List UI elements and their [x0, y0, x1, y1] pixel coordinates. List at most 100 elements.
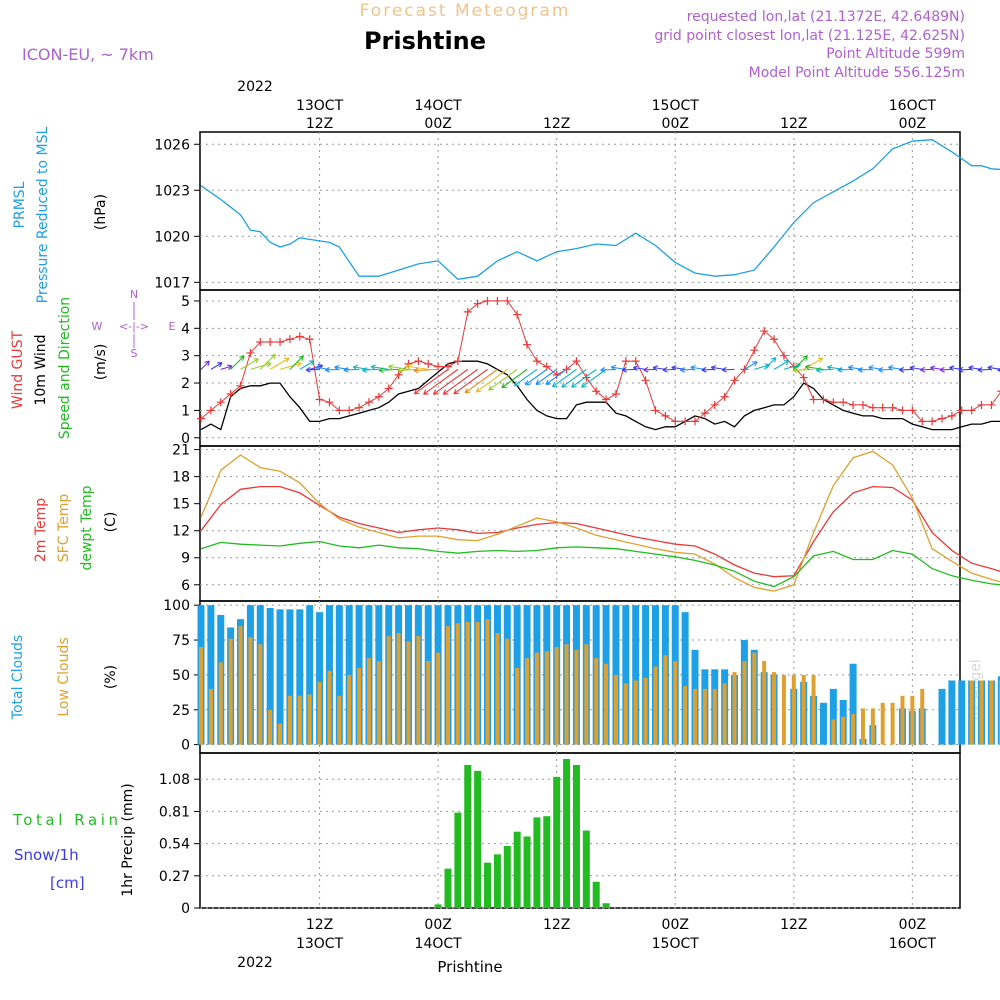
grid-point-coords: grid point closest lon,lat (21.125E, 42.…: [654, 28, 965, 44]
gust-marker: [532, 357, 541, 366]
wind-direction-arrow: [561, 368, 587, 388]
wind-direction-arrow: [524, 368, 548, 386]
bottom-hour-label: 00Z: [662, 917, 689, 933]
low-clouds-bar: [831, 719, 836, 745]
pressure-label-short: PRMSL: [12, 181, 28, 228]
low-clouds-bar: [574, 649, 579, 745]
rain-bar: [543, 816, 551, 908]
wind-direction-arrow: [423, 368, 459, 395]
gust-marker: [997, 390, 1000, 392]
wind-ytick-label: 4: [181, 321, 190, 337]
low-clouds-bar: [485, 619, 490, 745]
low-clouds-bar: [208, 688, 213, 745]
temp-unit: (C): [103, 512, 119, 533]
point-altitude: Point Altitude 599m: [826, 46, 965, 62]
low-clouds-bar: [248, 637, 253, 745]
wind-gust-label: Wind GUST: [10, 330, 26, 409]
temp-series-dewpt-temp: [200, 540, 1000, 588]
wind-direction-arrow: [501, 368, 528, 389]
gust-marker: [572, 357, 581, 366]
gust-marker: [364, 398, 373, 407]
top-hour-label: 00Z: [899, 116, 926, 132]
gust-marker: [463, 307, 472, 316]
wind-panel-labels: Wind GUST 10m Wind Speed and Direction (…: [10, 288, 176, 439]
wind-direction-label: Speed and Direction: [57, 297, 73, 439]
low-clouds-bar: [357, 667, 362, 745]
wind-direction-arrow: [633, 365, 646, 371]
pressure-series-prmsl: [200, 139, 1000, 280]
gust-marker: [868, 403, 877, 412]
gust-marker: [414, 357, 423, 366]
total-clouds-bar: [296, 609, 304, 745]
wind-direction-arrow: [299, 360, 315, 370]
wind-direction-arrow: [899, 366, 913, 373]
rain-bar: [444, 868, 452, 908]
bottom-hour-label: 12Z: [306, 917, 333, 933]
gust-marker: [938, 414, 946, 423]
gust-marker: [226, 390, 235, 398]
wind-direction-arrow: [464, 368, 498, 394]
pressure-label-long: Pressure Reduced to MSL: [35, 126, 51, 303]
gust-marker: [197, 414, 205, 423]
low-clouds-bar: [781, 674, 786, 745]
total-clouds-bar: [335, 605, 343, 745]
wind-direction-arrow: [662, 366, 676, 373]
wind-direction-arrow: [909, 365, 923, 371]
bottom-hour-label: 12Z: [543, 917, 570, 933]
low-clouds-bar: [851, 713, 856, 745]
gust-marker: [888, 403, 897, 412]
gust-marker: [977, 400, 986, 409]
low-clouds-bar: [426, 660, 431, 745]
pressure-ytick-label: 1026: [154, 137, 190, 153]
total-clouds-bar: [819, 702, 827, 745]
clouds-ytick-label: 100: [163, 598, 190, 614]
total-clouds-bar: [642, 605, 650, 745]
pressure-panel-labels: PRMSL Pressure Reduced to MSL (hPa): [12, 126, 109, 303]
gust-marker: [720, 392, 729, 401]
wind-direction-arrow: [220, 364, 233, 370]
gust-marker: [661, 411, 670, 420]
rain-bar: [553, 776, 561, 908]
top-hour-label: 12Z: [306, 116, 333, 132]
gust-marker: [216, 398, 225, 407]
low-clouds-bar: [199, 647, 203, 745]
wind-direction-arrow: [535, 368, 558, 385]
low-clouds-bar: [900, 695, 905, 745]
bottom-hour-label: 00Z: [899, 917, 926, 933]
low-clouds-bar: [584, 644, 589, 745]
gust-marker: [898, 406, 907, 415]
gust-marker: [602, 395, 611, 404]
low-clouds-bar: [505, 638, 510, 745]
wind-ytick-label: 3: [181, 349, 190, 365]
wind-direction-arrow: [930, 365, 943, 372]
low-clouds-bar: [613, 674, 618, 745]
requested-coords: requested lon,lat (21.1372E, 42.6489N): [687, 9, 965, 25]
low-clouds-bar: [801, 674, 806, 745]
pressure-series: [200, 139, 1000, 280]
low-clouds-bar: [920, 688, 925, 745]
wind-direction-arrow: [545, 368, 567, 385]
gust-marker: [858, 400, 867, 409]
top-year-label: 2022: [237, 79, 273, 95]
low-clouds-bar: [683, 686, 688, 745]
wind-direction-arrow: [405, 363, 429, 370]
low-clouds-bar: [228, 638, 233, 745]
low-clouds-bar: [287, 695, 292, 745]
low-clouds-bar: [732, 672, 737, 745]
gust-marker: [799, 373, 808, 382]
wind-ytick-label: 1: [181, 403, 190, 419]
bottom-date-label: 16OCT: [889, 936, 937, 952]
y-tick-labels: 1017102010231026012345691215182102550751…: [154, 137, 190, 917]
low-clouds-bar: [406, 641, 411, 745]
rain-bar: [582, 830, 590, 908]
total-clouds-bar: [316, 612, 324, 745]
low-clouds-bar: [989, 680, 994, 745]
total-rain-label: Total Rain: [12, 811, 118, 829]
wind-ytick-label: 0: [181, 431, 190, 447]
wind-direction-arrow: [792, 367, 814, 374]
temp-panel-labels: 2m Temp SFC Temp dewpt Temp (C): [33, 485, 119, 570]
total-clouds-bar: [829, 688, 837, 745]
footer-location: Prishtine: [437, 958, 502, 976]
gust-marker: [967, 406, 976, 415]
wind-direction-arrow: [453, 368, 488, 395]
